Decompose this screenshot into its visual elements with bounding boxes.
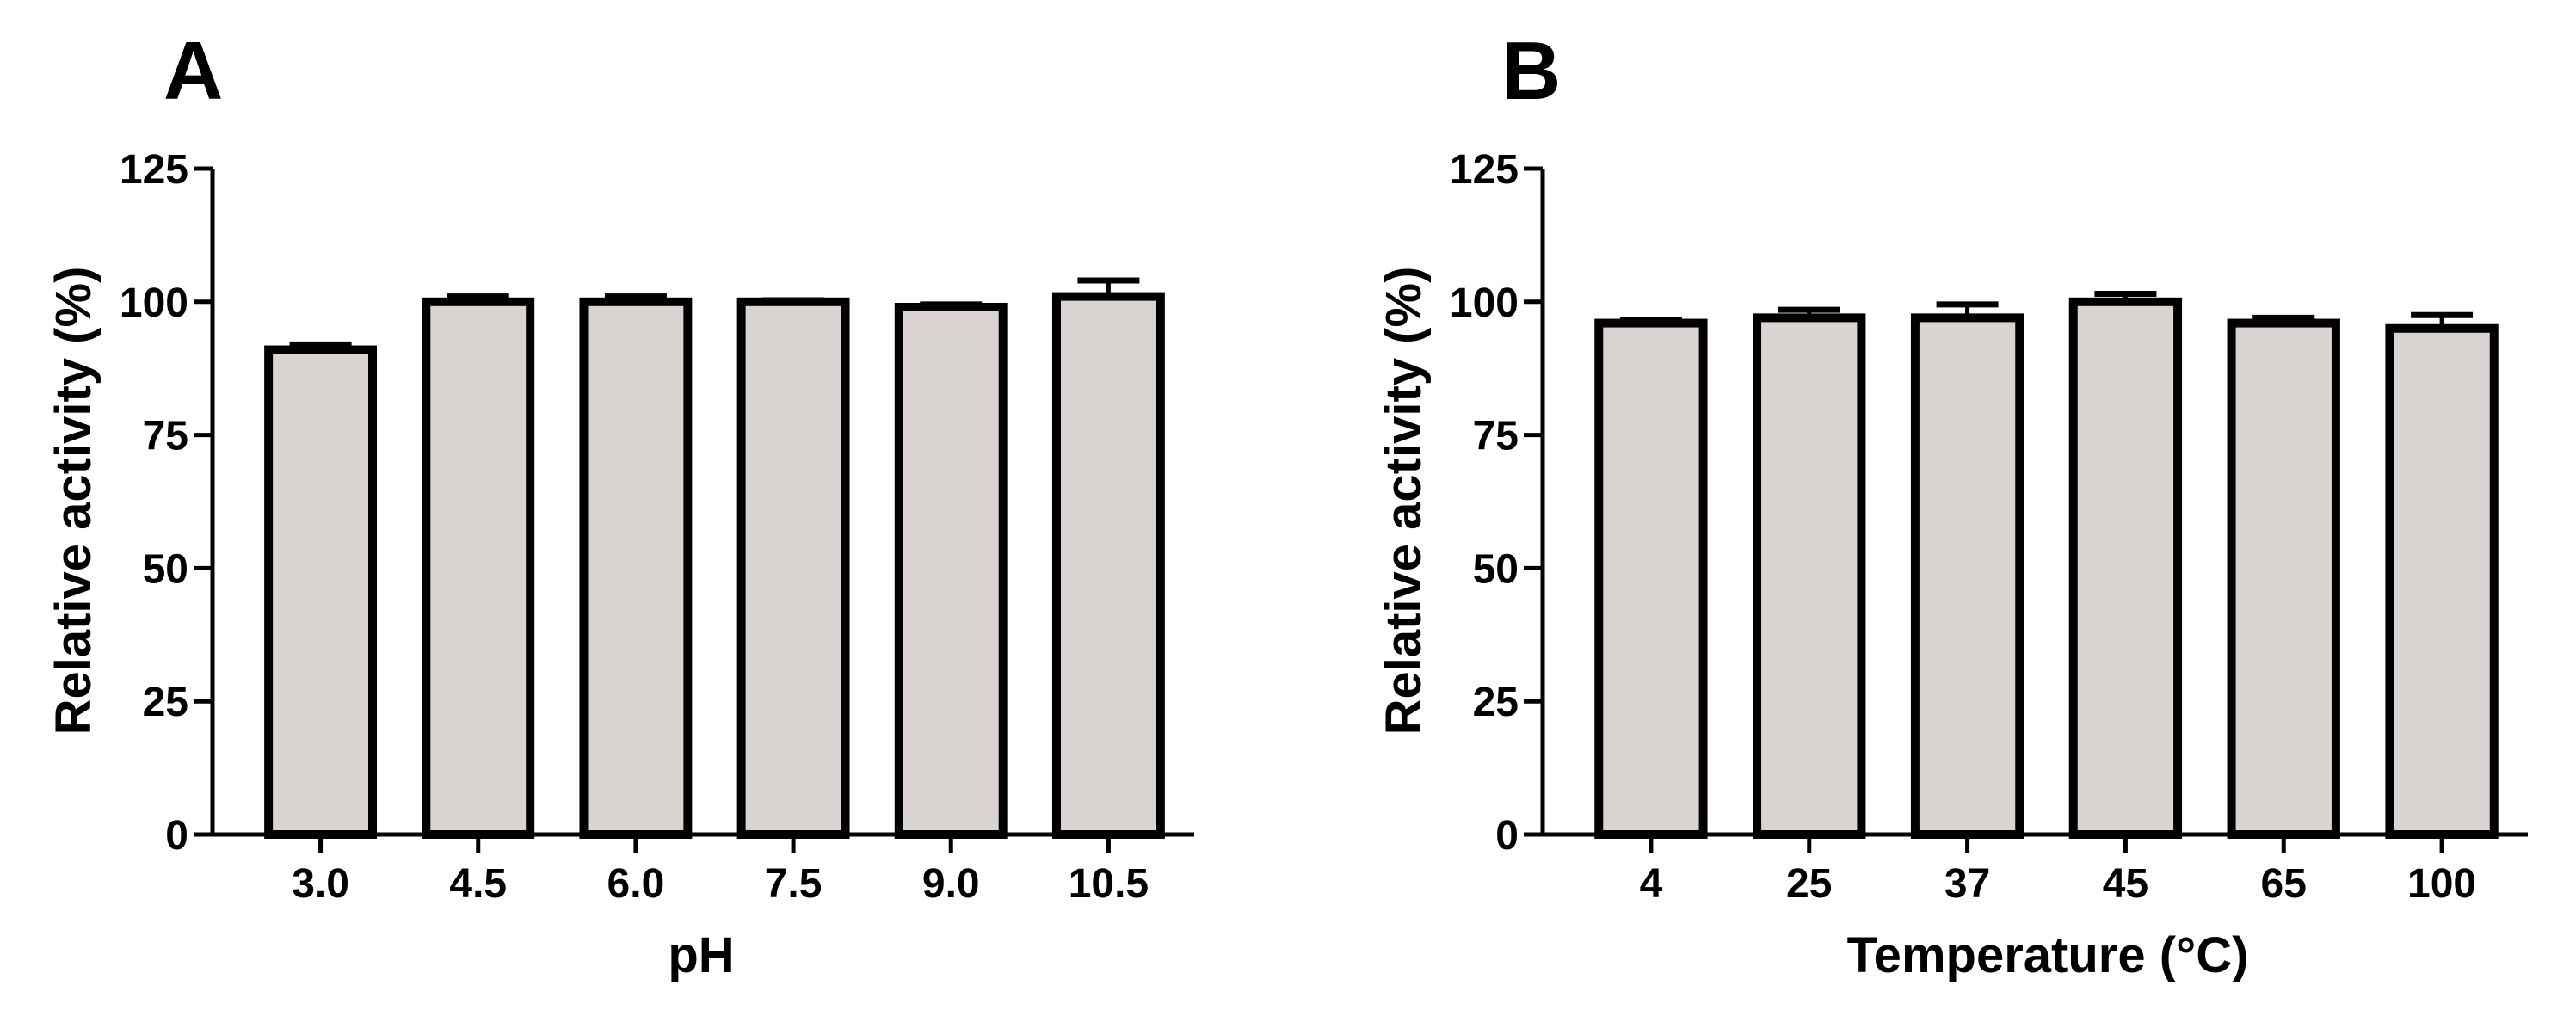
panel-label: B [1501, 25, 1561, 117]
y-tick-label: 50 [1473, 546, 1519, 592]
x-tick-label: 10.5 [1069, 861, 1149, 907]
bar-3.0 [264, 345, 378, 839]
x-tick-label: 65 [2261, 861, 2307, 907]
panel-b-chart: B 0 25 50 75 100 125 4 25 37 45 65 100 Temperature (°… [1376, 25, 2528, 983]
x-tick-label: 37 [1944, 861, 1990, 907]
y-axis-title: Relative activity (%) [1376, 267, 1432, 736]
y-tick-label: 25 [143, 680, 188, 725]
y-tick-label: 75 [1473, 414, 1519, 459]
panel-label: A [163, 25, 223, 117]
y-tick-label: 125 [120, 147, 188, 193]
x-axis-title: Temperature (°C) [1847, 927, 2249, 983]
x-tick-label: 3.0 [292, 861, 349, 907]
y-tick-label: 25 [1473, 680, 1519, 725]
x-tick-label: 7.5 [765, 861, 823, 907]
y-tick-label: 0 [165, 813, 188, 859]
bar-4 [1594, 318, 1708, 839]
x-tick-label: 25 [1786, 861, 1832, 907]
x-tick-label: 9.0 [922, 861, 980, 907]
bar-37 [1910, 313, 2024, 840]
y-tick-label: 75 [143, 414, 188, 459]
bar-45 [2068, 297, 2183, 839]
y-tick-label: 0 [1495, 813, 1519, 859]
x-tick-label: 4.5 [449, 861, 507, 907]
y-tick-label: 50 [143, 546, 188, 592]
bar-65 [2227, 318, 2340, 839]
bar-6.0 [579, 297, 693, 839]
bar-9.0 [894, 302, 1008, 839]
bar-25 [1753, 313, 1866, 840]
y-axis-title: Relative activity (%) [46, 267, 102, 736]
bar-10.5 [1051, 292, 1165, 840]
y-tick-label: 100 [120, 280, 188, 326]
bar-7.5 [736, 297, 850, 839]
panel-a-chart: A 0 25 50 75 100 125 3.0 4.5 6.0 7.5 9.0 10.5 pH Relat… [46, 25, 1194, 983]
y-tick-label: 100 [1450, 280, 1519, 326]
bar-4.5 [422, 297, 535, 839]
x-axis-title: pH [668, 927, 734, 983]
bar-100 [2385, 323, 2499, 839]
x-tick-label: 6.0 [607, 861, 665, 907]
x-tick-label: 4 [1640, 861, 1663, 907]
y-tick-label: 125 [1450, 147, 1519, 193]
x-tick-label: 100 [2407, 861, 2476, 907]
x-tick-label: 45 [2103, 861, 2148, 907]
